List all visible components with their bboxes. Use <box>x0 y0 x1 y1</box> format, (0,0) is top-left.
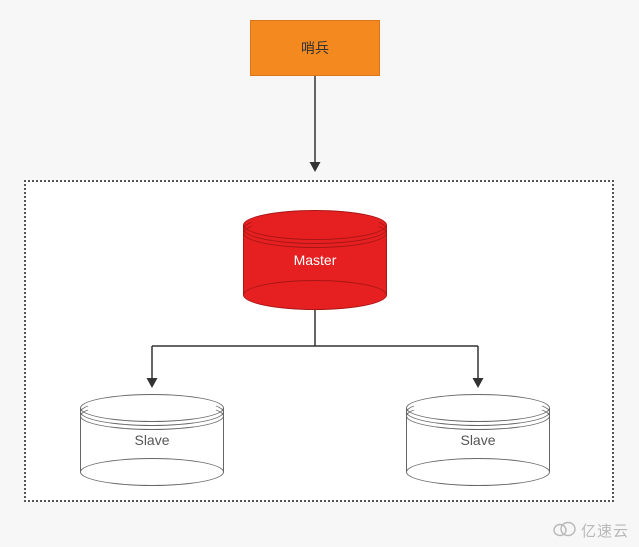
slave-label: Slave <box>134 432 169 448</box>
slave-node: Slave <box>80 394 224 486</box>
sentinel-node: 哨兵 <box>250 20 380 76</box>
watermark-text: 亿速云 <box>581 520 629 541</box>
slave-ring <box>406 402 550 430</box>
master-node: Master <box>243 210 387 310</box>
slave-label: Slave <box>460 432 495 448</box>
slave-ring <box>80 402 224 430</box>
slave-node: Slave <box>406 394 550 486</box>
slave-bottom <box>406 458 550 486</box>
sentinel-label: 哨兵 <box>301 38 329 58</box>
master-bottom <box>243 280 387 310</box>
master-label: Master <box>294 252 337 268</box>
diagram-canvas: 哨兵 Master Slave Slave <box>0 0 639 547</box>
slave-bottom <box>80 458 224 486</box>
master-ring <box>243 218 387 248</box>
watermark: 亿速云 <box>551 520 629 541</box>
cloud-icon <box>551 521 577 541</box>
